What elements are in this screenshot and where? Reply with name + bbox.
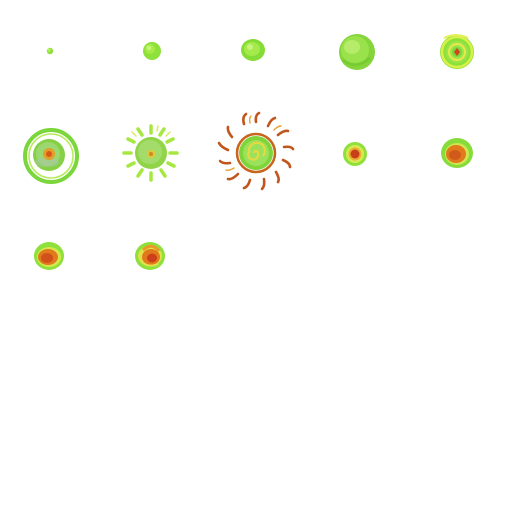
lime-orb-double-ring-icon xyxy=(0,102,102,204)
lime-sun-rays-icon xyxy=(102,102,204,204)
lime-orb-large-icon xyxy=(306,0,408,102)
orb-swirl-core-icon xyxy=(102,204,204,306)
lime-dot-tiny-icon xyxy=(0,0,102,102)
orb-orange-core-left-icon xyxy=(0,204,102,306)
lime-dot-small-icon xyxy=(102,0,204,102)
orange-sun-swirl-icon xyxy=(204,102,306,204)
orb-red-core-small-icon xyxy=(306,102,408,204)
orb-orange-core-icon xyxy=(408,102,510,204)
lime-orb-ringed-core-icon xyxy=(408,0,510,102)
lime-dot-medium-icon xyxy=(204,0,306,102)
